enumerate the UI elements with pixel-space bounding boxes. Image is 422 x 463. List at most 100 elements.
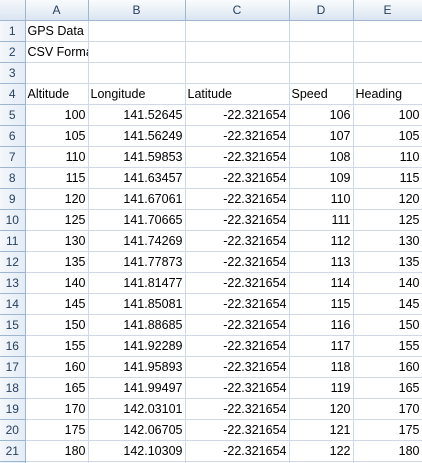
row-header[interactable]: 21 bbox=[0, 440, 26, 462]
cell-e6[interactable]: 105 bbox=[353, 125, 422, 147]
row-header[interactable]: 2 bbox=[0, 41, 26, 63]
row-header[interactable]: 7 bbox=[0, 146, 26, 168]
cell-a2[interactable]: CSV Format bbox=[25, 41, 89, 63]
cell-b8[interactable]: 141.63457 bbox=[88, 167, 186, 189]
cell-b2[interactable] bbox=[88, 41, 186, 63]
row-header[interactable]: 17 bbox=[0, 356, 26, 378]
cell-b9[interactable]: 141.67061 bbox=[88, 188, 186, 210]
cell-d4[interactable]: Speed bbox=[289, 83, 354, 105]
cell-a13[interactable]: 140 bbox=[25, 272, 89, 294]
cell-c11[interactable]: -22.321654 bbox=[185, 230, 290, 252]
cell-d13[interactable]: 114 bbox=[289, 272, 354, 294]
cell-c7[interactable]: -22.321654 bbox=[185, 146, 290, 168]
cell-e9[interactable]: 120 bbox=[353, 188, 422, 210]
cell-e2[interactable] bbox=[353, 41, 422, 63]
cell-b13[interactable]: 141.81477 bbox=[88, 272, 186, 294]
cell-a18[interactable]: 165 bbox=[25, 377, 89, 399]
cell-c4[interactable]: Latitude bbox=[185, 83, 290, 105]
cell-e19[interactable]: 170 bbox=[353, 398, 422, 420]
column-header-d[interactable]: D bbox=[289, 0, 354, 21]
cell-c3[interactable] bbox=[185, 62, 290, 84]
cell-d6[interactable]: 107 bbox=[289, 125, 354, 147]
cell-c2[interactable] bbox=[185, 41, 290, 63]
row-header[interactable]: 11 bbox=[0, 230, 26, 252]
cell-a1[interactable]: GPS Data bbox=[25, 20, 89, 42]
cell-e17[interactable]: 160 bbox=[353, 356, 422, 378]
cell-a22[interactable]: 185 bbox=[25, 461, 89, 463]
row-header[interactable]: 6 bbox=[0, 125, 26, 147]
row-header[interactable]: 10 bbox=[0, 209, 26, 231]
cell-c16[interactable]: -22.321654 bbox=[185, 335, 290, 357]
cell-c8[interactable]: -22.321654 bbox=[185, 167, 290, 189]
cell-e15[interactable]: 150 bbox=[353, 314, 422, 336]
cell-b5[interactable]: 141.52645 bbox=[88, 104, 186, 126]
cell-e11[interactable]: 130 bbox=[353, 230, 422, 252]
cell-b16[interactable]: 141.92289 bbox=[88, 335, 186, 357]
cell-d10[interactable]: 111 bbox=[289, 209, 354, 231]
cell-d17[interactable]: 118 bbox=[289, 356, 354, 378]
cell-b3[interactable] bbox=[88, 62, 186, 84]
row-header[interactable]: 14 bbox=[0, 293, 26, 315]
cell-b7[interactable]: 141.59853 bbox=[88, 146, 186, 168]
cell-a5[interactable]: 100 bbox=[25, 104, 89, 126]
row-header[interactable]: 13 bbox=[0, 272, 26, 294]
cell-a8[interactable]: 115 bbox=[25, 167, 89, 189]
cell-e12[interactable]: 135 bbox=[353, 251, 422, 273]
cell-e4[interactable]: Heading bbox=[353, 83, 422, 105]
cell-d3[interactable] bbox=[289, 62, 354, 84]
cell-b19[interactable]: 142.03101 bbox=[88, 398, 186, 420]
cell-d12[interactable]: 113 bbox=[289, 251, 354, 273]
cell-a3[interactable] bbox=[25, 62, 89, 84]
cell-a17[interactable]: 160 bbox=[25, 356, 89, 378]
cell-e1[interactable] bbox=[353, 20, 422, 42]
cell-b21[interactable]: 142.10309 bbox=[88, 440, 186, 462]
cell-e7[interactable]: 110 bbox=[353, 146, 422, 168]
cell-a14[interactable]: 145 bbox=[25, 293, 89, 315]
cell-b20[interactable]: 142.06705 bbox=[88, 419, 186, 441]
cell-b12[interactable]: 141.77873 bbox=[88, 251, 186, 273]
cell-d16[interactable]: 117 bbox=[289, 335, 354, 357]
cell-d7[interactable]: 108 bbox=[289, 146, 354, 168]
cell-b17[interactable]: 141.95893 bbox=[88, 356, 186, 378]
row-header[interactable]: 15 bbox=[0, 314, 26, 336]
cell-b15[interactable]: 141.88685 bbox=[88, 314, 186, 336]
cell-d21[interactable]: 122 bbox=[289, 440, 354, 462]
cell-a19[interactable]: 170 bbox=[25, 398, 89, 420]
row-header[interactable]: 4 bbox=[0, 83, 26, 105]
cell-e21[interactable]: 180 bbox=[353, 440, 422, 462]
cell-e3[interactable] bbox=[353, 62, 422, 84]
cell-b18[interactable]: 141.99497 bbox=[88, 377, 186, 399]
cell-a20[interactable]: 175 bbox=[25, 419, 89, 441]
cell-a9[interactable]: 120 bbox=[25, 188, 89, 210]
cell-d14[interactable]: 115 bbox=[289, 293, 354, 315]
cell-a4[interactable]: Altitude bbox=[25, 83, 89, 105]
cell-a7[interactable]: 110 bbox=[25, 146, 89, 168]
cell-d19[interactable]: 120 bbox=[289, 398, 354, 420]
cell-e8[interactable]: 115 bbox=[353, 167, 422, 189]
cell-c18[interactable]: -22.321654 bbox=[185, 377, 290, 399]
cell-a10[interactable]: 125 bbox=[25, 209, 89, 231]
cell-d1[interactable] bbox=[289, 20, 354, 42]
cell-a6[interactable]: 105 bbox=[25, 125, 89, 147]
cell-d22[interactable]: 123 bbox=[289, 461, 354, 463]
cell-c6[interactable]: -22.321654 bbox=[185, 125, 290, 147]
cell-b10[interactable]: 141.70665 bbox=[88, 209, 186, 231]
cell-d2[interactable] bbox=[289, 41, 354, 63]
row-header[interactable]: 9 bbox=[0, 188, 26, 210]
cell-c15[interactable]: -22.321654 bbox=[185, 314, 290, 336]
column-header-b[interactable]: B bbox=[88, 0, 186, 21]
row-header[interactable]: 5 bbox=[0, 104, 26, 126]
cell-b14[interactable]: 141.85081 bbox=[88, 293, 186, 315]
cell-d20[interactable]: 121 bbox=[289, 419, 354, 441]
cell-b1[interactable] bbox=[88, 20, 186, 42]
row-header[interactable]: 19 bbox=[0, 398, 26, 420]
cell-c19[interactable]: -22.321654 bbox=[185, 398, 290, 420]
row-header[interactable]: 20 bbox=[0, 419, 26, 441]
column-header-e[interactable]: E bbox=[353, 0, 422, 21]
cell-c17[interactable]: -22.321654 bbox=[185, 356, 290, 378]
cell-e14[interactable]: 145 bbox=[353, 293, 422, 315]
row-header[interactable]: 18 bbox=[0, 377, 26, 399]
cell-c21[interactable]: -22.321654 bbox=[185, 440, 290, 462]
cell-d18[interactable]: 119 bbox=[289, 377, 354, 399]
row-header[interactable]: 8 bbox=[0, 167, 26, 189]
